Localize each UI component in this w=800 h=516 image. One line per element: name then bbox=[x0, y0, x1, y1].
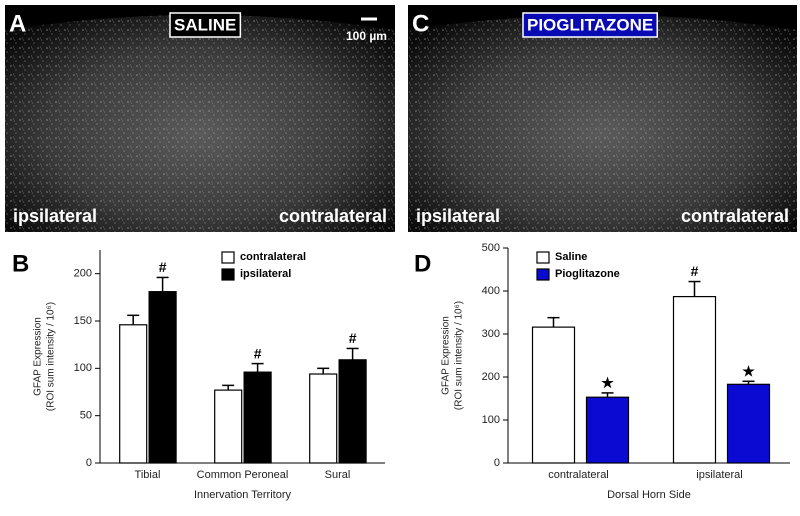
bar bbox=[309, 373, 338, 464]
y-tick-label: 0 bbox=[86, 457, 92, 469]
bar bbox=[148, 291, 177, 464]
y-tick-label: 150 bbox=[74, 315, 92, 327]
significance-marker: # bbox=[691, 263, 699, 279]
x-axis-label: Dorsal Horn Side bbox=[607, 489, 691, 501]
y-tick-label: 50 bbox=[80, 410, 92, 422]
side-label: contralateral bbox=[681, 206, 789, 226]
y-tick-label: 100 bbox=[74, 362, 92, 374]
y-tick-label: 100 bbox=[482, 414, 500, 426]
legend-swatch bbox=[536, 251, 550, 264]
x-tick-label: Common Peroneal bbox=[197, 469, 289, 481]
significance-marker: # bbox=[254, 345, 262, 361]
bar bbox=[214, 389, 243, 464]
panel-title: SALINE bbox=[174, 15, 236, 34]
legend-swatch bbox=[536, 268, 550, 281]
bar bbox=[672, 295, 717, 464]
x-tick-label: Tibial bbox=[135, 469, 161, 481]
panel-label: D bbox=[414, 250, 431, 277]
significance-marker: # bbox=[349, 330, 357, 346]
scale-label: 100 µm bbox=[346, 29, 387, 43]
bar bbox=[726, 383, 771, 464]
side-label: ipsilateral bbox=[416, 206, 500, 226]
y-tick-label: 200 bbox=[482, 371, 500, 383]
x-tick-label: ipsilateral bbox=[696, 469, 742, 481]
y-axis-label: GFAP Expression bbox=[441, 316, 452, 395]
panel-label: B bbox=[12, 250, 29, 277]
bar bbox=[243, 371, 272, 464]
panel-title: PIOGLITAZONE bbox=[527, 15, 653, 34]
legend-swatch bbox=[221, 251, 235, 264]
significance-marker: # bbox=[159, 259, 167, 275]
x-tick-label: Sural bbox=[325, 469, 351, 481]
title-box bbox=[169, 12, 242, 38]
y-axis-label: (ROI sum intensity / 10⁶) bbox=[46, 302, 57, 411]
legend-label: Saline bbox=[555, 251, 587, 263]
legend-swatch bbox=[221, 268, 235, 281]
tissue-texture bbox=[5, 15, 395, 232]
y-axis-label: (ROI sum intensity / 10⁶) bbox=[454, 301, 465, 410]
tissue-texture bbox=[408, 15, 797, 232]
x-axis-label: Innervation Territory bbox=[194, 489, 292, 501]
legend-label: Pioglitazone bbox=[555, 268, 620, 280]
bar bbox=[531, 326, 576, 464]
bar bbox=[585, 396, 630, 464]
y-axis-label: GFAP Expression bbox=[33, 317, 44, 396]
legend-label: ipsilateral bbox=[240, 268, 291, 280]
y-tick-label: 300 bbox=[482, 328, 500, 340]
y-tick-label: 200 bbox=[74, 268, 92, 280]
x-tick-label: contralateral bbox=[548, 469, 609, 481]
bar bbox=[338, 359, 367, 464]
y-tick-label: 0 bbox=[494, 457, 500, 469]
side-label: contralateral bbox=[279, 206, 387, 226]
y-tick-label: 500 bbox=[482, 242, 500, 254]
title-box bbox=[522, 12, 658, 38]
legend-label: contralateral bbox=[240, 251, 306, 263]
significance-marker: ★ bbox=[742, 363, 755, 379]
side-label: ipsilateral bbox=[13, 206, 97, 226]
panel-label: A bbox=[9, 10, 26, 37]
y-tick-label: 400 bbox=[482, 285, 500, 297]
panel-label: C bbox=[412, 10, 429, 37]
bar bbox=[119, 324, 148, 464]
significance-marker: ★ bbox=[601, 375, 614, 391]
